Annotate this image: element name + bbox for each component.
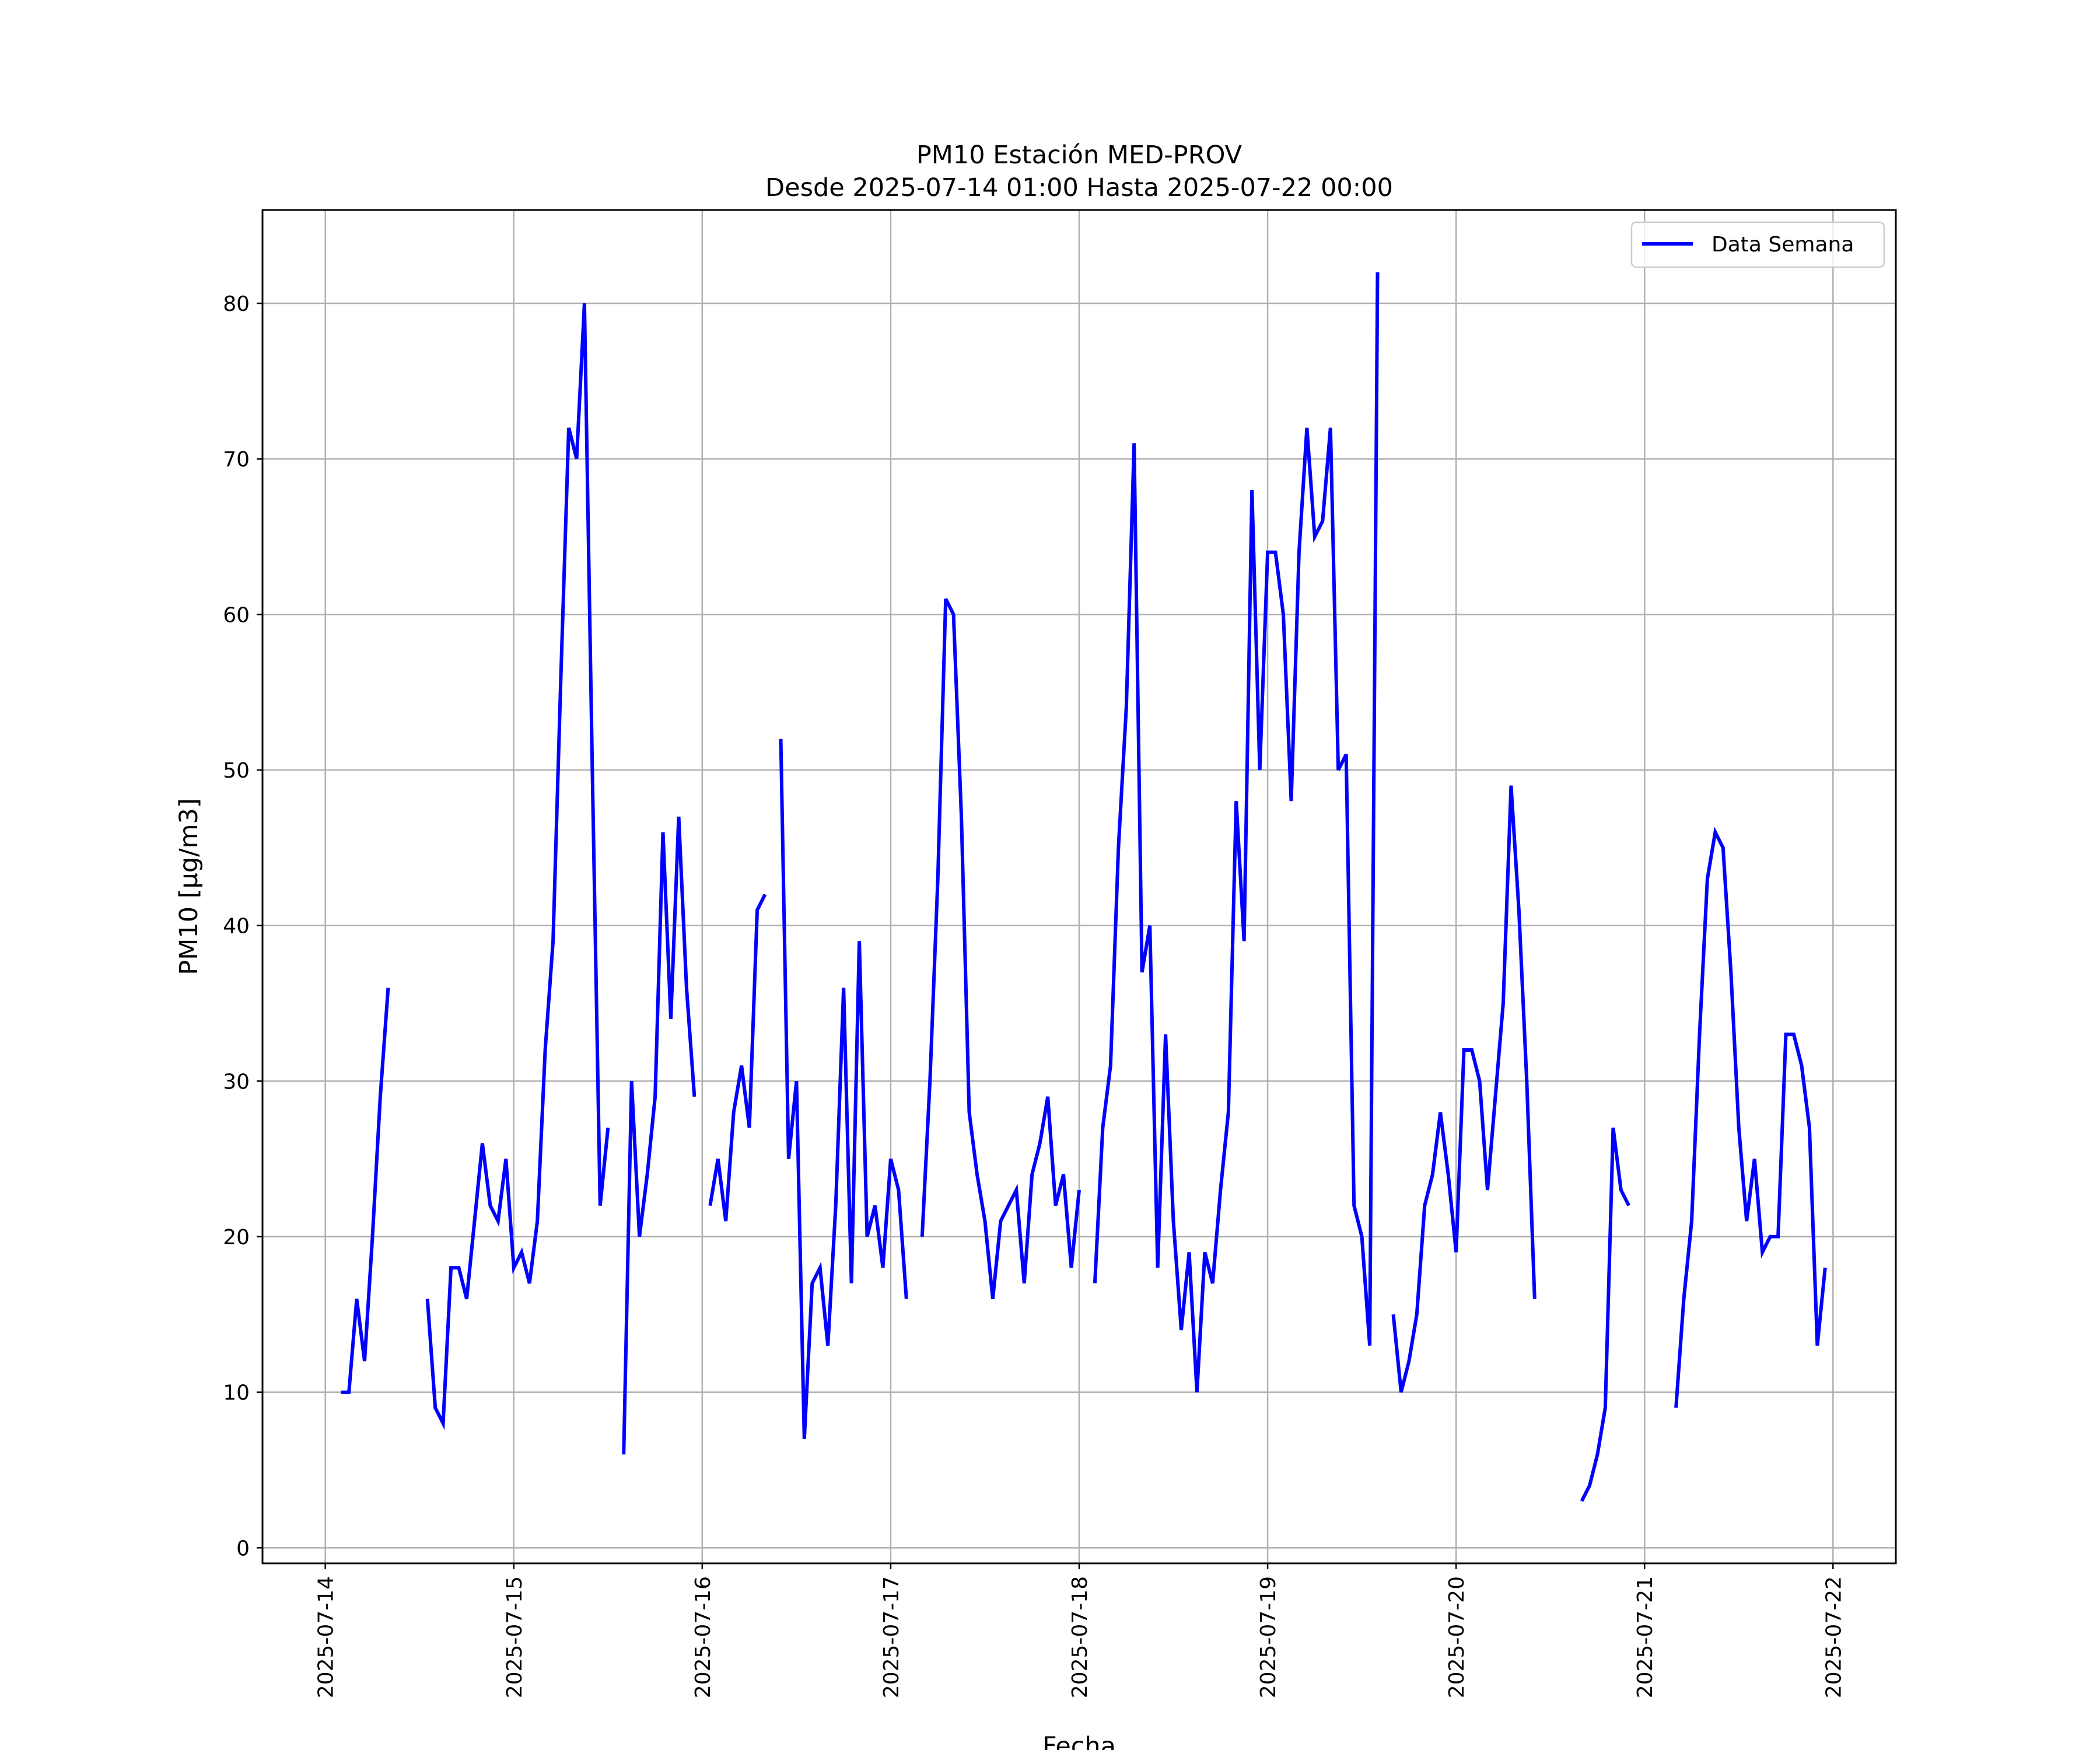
- x-axis-label: Fecha: [1042, 1732, 1116, 1750]
- series-line-segment: [1391, 785, 1536, 1393]
- y-tick-label: 70: [223, 448, 250, 472]
- x-tick-label: 2025-07-21: [1633, 1576, 1657, 1698]
- y-tick-label: 10: [223, 1381, 250, 1405]
- legend-box: [1630, 221, 1885, 268]
- x-tick-label: 2025-07-14: [314, 1576, 338, 1698]
- y-tick-label: 30: [223, 1070, 250, 1094]
- legend: Data Semana: [1630, 221, 1885, 268]
- y-tick-label: 40: [223, 915, 250, 939]
- y-tick-label: 0: [236, 1536, 250, 1560]
- y-tick-label: 60: [223, 603, 250, 627]
- x-tick-label: 2025-07-15: [503, 1576, 527, 1698]
- y-tick-label: 50: [223, 759, 250, 783]
- x-tick-label: 2025-07-20: [1445, 1576, 1469, 1698]
- x-tick-label: 2025-07-16: [691, 1576, 715, 1698]
- x-tick-label: 2025-07-17: [880, 1576, 904, 1698]
- series-line-segment: [1674, 827, 1827, 1408]
- y-tick-label: 80: [223, 292, 250, 316]
- series-line-segment: [920, 598, 1081, 1300]
- chart-subtitle: Desde 2025-07-14 01:00 Hasta 2025-07-22 …: [765, 173, 1393, 202]
- series-line-segment: [425, 303, 610, 1430]
- x-tick-label: 2025-07-19: [1256, 1576, 1280, 1698]
- series-line-segment: [622, 816, 696, 1455]
- legend-label: Data Semana: [1712, 233, 1854, 257]
- series-line-segment: [779, 738, 908, 1439]
- series-line-segment: [341, 988, 390, 1394]
- series-layer: [341, 272, 1827, 1502]
- x-tick-label: 2025-07-22: [1822, 1576, 1846, 1698]
- y-axis-label: PM10 [μg/m3]: [174, 798, 204, 975]
- x-tick-label: 2025-07-18: [1068, 1576, 1092, 1698]
- series-line-segment: [1580, 1127, 1630, 1502]
- chart-title: PM10 Estación MED-PROV: [916, 141, 1242, 170]
- y-tick-label: 20: [223, 1226, 250, 1250]
- series-line-segment: [1093, 272, 1380, 1392]
- ticks-layer: 0 10 20 30 40 50 60 70 80 2025-07-14 2025-07-15 202…: [223, 292, 1846, 1698]
- series-line-segment: [708, 893, 767, 1222]
